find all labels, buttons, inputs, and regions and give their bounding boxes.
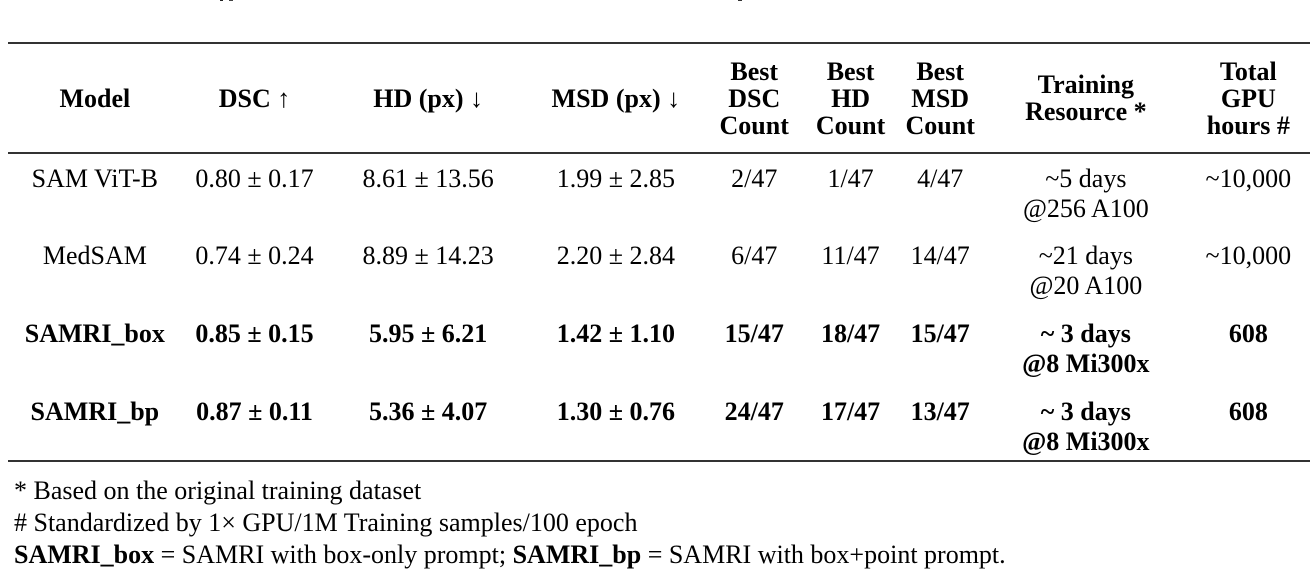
cell-best-dsc: 24/47 [724,397,784,426]
cell-training-resource: ~5 days @256 A100 [985,153,1187,231]
results-table: Model DSC ↑ HD (px) ↓ MSD (px) ↓ Best DS… [8,42,1310,462]
definition-samri-box: = SAMRI with box-only prompt; [154,540,513,569]
term-samri-bp: SAMRI_bp [512,540,642,569]
table-row: MedSAM 0.74 ± 0.24 8.89 ± 14.23 2.20 ± 2… [8,231,1310,309]
header-line: DSC [728,83,781,113]
resource-hardware: @8 Mi300x [1022,349,1150,378]
resource-duration: ~21 days [1038,241,1133,270]
header-line: Training [1037,70,1134,99]
cell-dsc: 0.74 ± 0.24 [195,241,314,270]
header-training-resource: Training Resource * [985,43,1187,153]
cell-best-dsc: 15/47 [724,319,784,348]
resource-duration: ~ 3 days [1040,397,1131,426]
cell-msd: 1.30 ± 0.76 [556,397,675,426]
cell-training-resource: ~ 3 days @8 Mi300x [985,387,1187,461]
cell-hd: 5.36 ± 4.07 [369,397,488,426]
header-hd: HD (px) ↓ [373,83,484,113]
footnote-asterisk: * Based on the original training dataset [14,476,422,505]
table-row: SAMRI_box 0.85 ± 0.15 5.95 ± 6.21 1.42 ±… [8,309,1310,387]
cell-dsc: 0.85 ± 0.15 [195,319,314,348]
cell-msd: 2.20 ± 2.84 [556,241,675,270]
caption-glyph-fragment [229,0,233,1]
table-row: SAMRI_bp 0.87 ± 0.11 5.36 ± 4.07 1.30 ± … [8,387,1310,461]
cell-training-resource: ~21 days @20 A100 [985,231,1187,309]
cell-hd: 5.95 ± 6.21 [369,319,488,348]
resource-hardware: @8 Mi300x [1022,427,1150,456]
cell-model: SAM ViT-B [31,164,158,193]
cell-model: MedSAM [42,241,147,270]
footnote-abbreviations: SAMRI_box = SAMRI with box-only prompt; … [14,539,1006,571]
cell-gpu-hours: ~10,000 [1205,241,1292,270]
header-line: Count [719,110,789,140]
cell-training-resource: ~ 3 days @8 Mi300x [985,309,1187,387]
cell-best-msd: 14/47 [910,241,970,270]
header-line: Count [905,110,975,140]
caption-glyph-fragment [738,0,742,1]
cell-gpu-hours: 608 [1228,319,1268,348]
cell-best-hd: 11/47 [821,241,880,270]
header-msd: MSD (px) ↓ [551,83,681,113]
cell-hd: 8.61 ± 13.56 [362,164,494,193]
cell-best-msd: 4/47 [917,164,964,193]
resource-duration: ~5 days [1045,164,1127,193]
caption-cropped [0,0,1316,6]
resource-hardware: @20 A100 [1029,271,1143,300]
header-line: Best [730,56,779,86]
header-line: Count [815,110,886,140]
header-best-hd-count: Best HD Count [806,43,896,153]
header-best-dsc-count: Best DSC Count [703,43,806,153]
header-total-gpu-hours: Total GPU hours # [1187,43,1310,153]
header-line: hours # [1206,110,1290,140]
resource-duration: ~ 3 days [1040,319,1131,348]
header-line: GPU [1220,83,1276,113]
cell-best-hd: 17/47 [820,397,881,426]
cell-model: SAMRI_box [24,319,165,348]
cell-best-dsc: 6/47 [731,241,778,270]
header-line: MSD [911,83,970,113]
resource-hardware: @256 A100 [1022,194,1149,223]
header-model: Model [59,83,131,113]
cell-gpu-hours: 608 [1228,397,1268,426]
cell-gpu-hours: ~10,000 [1205,164,1292,193]
cell-dsc: 0.80 ± 0.17 [195,164,314,193]
cell-msd: 1.99 ± 2.85 [556,164,675,193]
header-line: Best [916,56,965,86]
table-header-row: Model DSC ↑ HD (px) ↓ MSD (px) ↓ Best DS… [8,43,1310,153]
cell-best-msd: 13/47 [910,397,970,426]
definition-samri-bp: = SAMRI with box+point prompt. [641,540,1006,569]
header-line: Resource * [1025,97,1147,126]
cell-dsc: 0.87 ± 0.11 [196,397,313,426]
cell-model: SAMRI_bp [30,397,160,426]
cell-best-hd: 1/47 [827,164,874,193]
header-best-msd-count: Best MSD Count [895,43,985,153]
header-line: Total [1219,56,1277,86]
cell-hd: 8.89 ± 14.23 [362,241,494,270]
cell-best-dsc: 2/47 [731,164,778,193]
header-line: HD [831,83,871,113]
term-samri-box: SAMRI_box [14,540,155,569]
footnote-hash: # Standardized by 1× GPU/1M Training sam… [14,508,638,537]
cell-msd: 1.42 ± 1.10 [556,319,675,348]
cell-best-hd: 18/47 [820,319,881,348]
header-dsc: DSC ↑ [218,83,291,113]
caption-glyph-fragment [220,0,223,1]
cell-best-msd: 15/47 [910,319,970,348]
table-row: SAM ViT-B 0.80 ± 0.17 8.61 ± 13.56 1.99 … [8,153,1310,231]
table-footnotes: * Based on the original training dataset… [14,475,1006,571]
header-line: Best [826,56,875,86]
